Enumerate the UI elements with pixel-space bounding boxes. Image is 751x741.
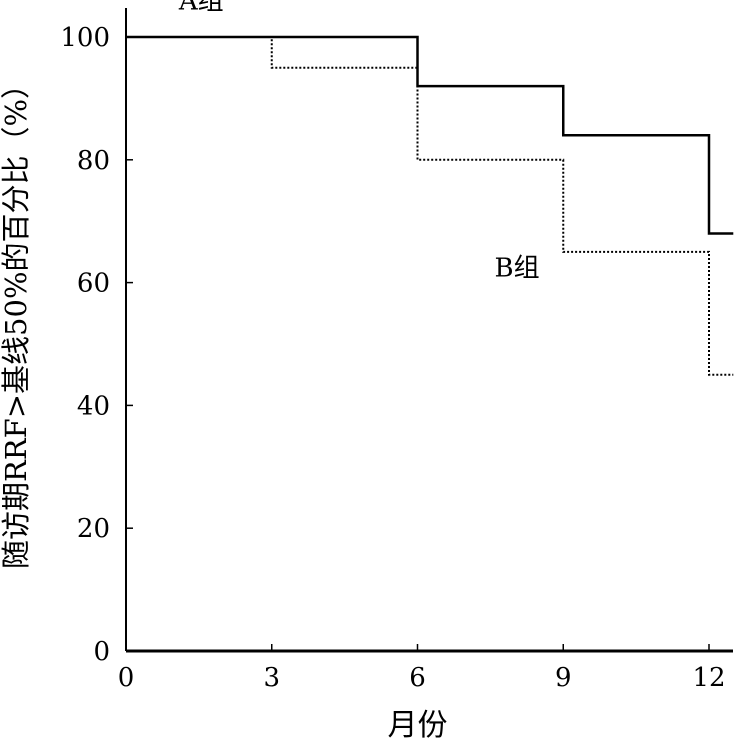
series-line-b xyxy=(126,36,734,376)
y-axis-title: 随访期RRF>基线50%的百分比（%） xyxy=(0,70,33,569)
series-label-a: A组 xyxy=(178,0,224,16)
series-line-a xyxy=(126,35,734,235)
axes xyxy=(125,8,733,653)
x-tick-label: 0 xyxy=(118,663,135,693)
x-tick-label: 9 xyxy=(555,663,572,693)
series-label-b: B组 xyxy=(495,253,540,283)
y-tick-label: 60 xyxy=(77,269,110,299)
x-tick-label: 12 xyxy=(692,663,725,693)
x-tick-label: 6 xyxy=(409,663,426,693)
y-tick-label: 80 xyxy=(77,146,110,176)
y-tick-label: 20 xyxy=(77,514,110,544)
series-lines xyxy=(126,35,734,376)
x-axis-title: 月份 xyxy=(388,708,448,741)
x-tick-label: 3 xyxy=(263,663,280,693)
y-tick-label: 40 xyxy=(77,391,110,421)
labels: 0 20 40 60 80 100 0 3 6 9 12 月份 随访期RRF>基线50%的百分比（%） A… xyxy=(0,0,726,741)
y-tick-label: 100 xyxy=(60,23,110,53)
y-tick-label: 0 xyxy=(93,637,110,667)
